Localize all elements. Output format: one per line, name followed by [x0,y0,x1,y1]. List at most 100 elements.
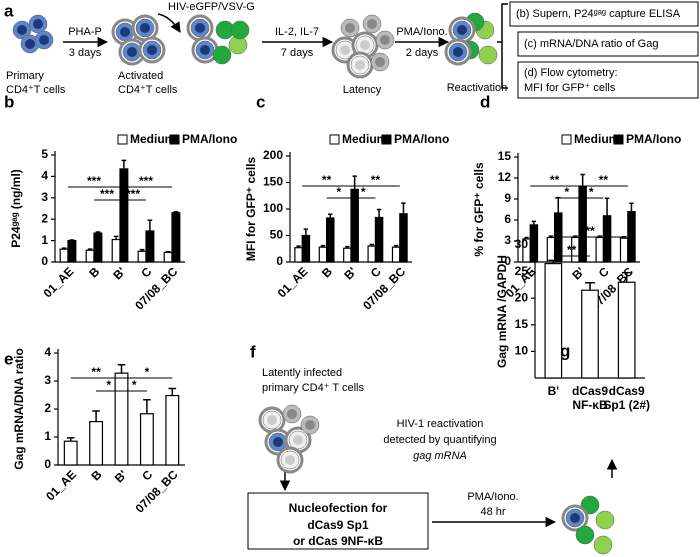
bar [595,236,605,263]
box-text: (d) Flow cytometry: [524,67,618,79]
bar [294,247,303,263]
y-tick-label: 200 [263,148,283,162]
significance-label: * [361,185,366,199]
y-tick-label: 1 [44,429,51,443]
error-bar [401,202,406,214]
legend-swatch [561,134,572,145]
cell-label: Activated [118,70,163,82]
y-tick-label: 30 [515,237,529,251]
step-label: 7 days [281,47,314,59]
error-bar [369,243,374,247]
y-tick-label: 0 [276,254,283,268]
bar [145,230,155,263]
legend-swatch [117,134,128,145]
y-tick-label: 20 [515,290,529,304]
y-tick-label: 100 [263,201,283,215]
cell [483,50,493,60]
cell-label: primary CD4⁺ T cells [262,382,364,394]
readout-text: HIV-1 reactivation [397,418,484,430]
legend-swatch [381,134,392,145]
legend-swatch [169,134,180,145]
legend-label: Medium [574,132,619,146]
bar [318,246,328,263]
error-bar [548,259,559,264]
bar [114,372,129,466]
y-tick-label: 0 [41,254,48,268]
error-bar [139,248,145,252]
cell [127,47,137,57]
bar [581,289,599,379]
cell [570,513,580,523]
step-label: HIV-eGFP/VSV-G [168,1,255,13]
significance-label: *** [100,187,114,201]
arrow [157,13,181,33]
box-text: (b) Supern, P24ᵍᵃᵍ capture ELISA [516,8,681,20]
y-axis-label: Gag mRNA/DNA ratio [12,348,26,470]
cell [200,45,210,55]
cell [453,47,463,57]
cell [457,25,467,35]
cell [480,25,490,35]
cell [367,19,377,29]
significance-label: * [564,185,569,199]
cell [585,500,595,510]
y-tick-label: 4 [41,169,48,183]
cell-label: Primary [6,70,44,82]
y-tick-label: 9 [504,191,511,205]
x-tick-label: dCas9 Sp1 (2#) [603,384,650,412]
bar [139,413,154,466]
y-tick-label: 150 [263,175,283,189]
error-bar [173,210,179,213]
x-tick-label: B' [548,384,560,398]
cell [195,23,205,33]
error-bar [147,219,153,231]
cell-label: Latently infected [262,367,342,379]
y-axis-label: MFI for GFP⁺ cells [244,157,258,262]
error-bar [548,235,554,238]
x-tick-label: B [86,264,102,280]
significance-label: ** [550,173,560,187]
cell-label: CD4⁺T cells [6,84,66,96]
x-tick-label: C [596,264,612,280]
cell [39,35,49,45]
cell [217,50,227,60]
step-label: PMA/Iono. [467,491,518,503]
y-tick-label: 3 [41,190,48,204]
box-text: (c) mRNA/DNA ratio of Gag [524,38,658,50]
cell [293,435,303,445]
readout-box [517,31,699,57]
error-bar [352,175,357,190]
bar [85,249,95,263]
error-bar [168,387,177,396]
y-axis-label: Gag mRNA /GAPDH [495,255,509,368]
bar [529,224,539,263]
significance-label: *** [87,174,101,188]
y-axis-label: % for GFP⁺ cells [472,162,486,257]
panel-label: f [250,342,256,361]
error-bar [556,196,561,213]
y-tick-label: 4 [44,345,51,359]
bar [326,217,335,263]
error-bar [296,245,301,248]
y-tick-label: 3 [44,373,51,387]
y-tick-label: 0 [504,254,511,268]
box-text: or dCas 9NF-κB [293,534,383,548]
cell-label: Latency [343,84,382,96]
bar [546,236,556,263]
cell [25,39,35,49]
x-tick-label: C [139,467,155,483]
bar [93,232,103,263]
error-bar [629,202,634,212]
legend-label: Medium [130,132,175,146]
cell [220,25,230,35]
cell [598,540,608,550]
diagram-layout [63,1,699,550]
x-tick-label: B [88,467,104,483]
y-tick-label: 0 [44,457,51,471]
y-tick-label: 12 [498,170,512,184]
significance-label: *** [139,174,153,188]
cell [273,437,283,447]
legend-label: PMA/Iono [626,132,681,146]
x-tick-label: 01_AE [41,264,77,300]
